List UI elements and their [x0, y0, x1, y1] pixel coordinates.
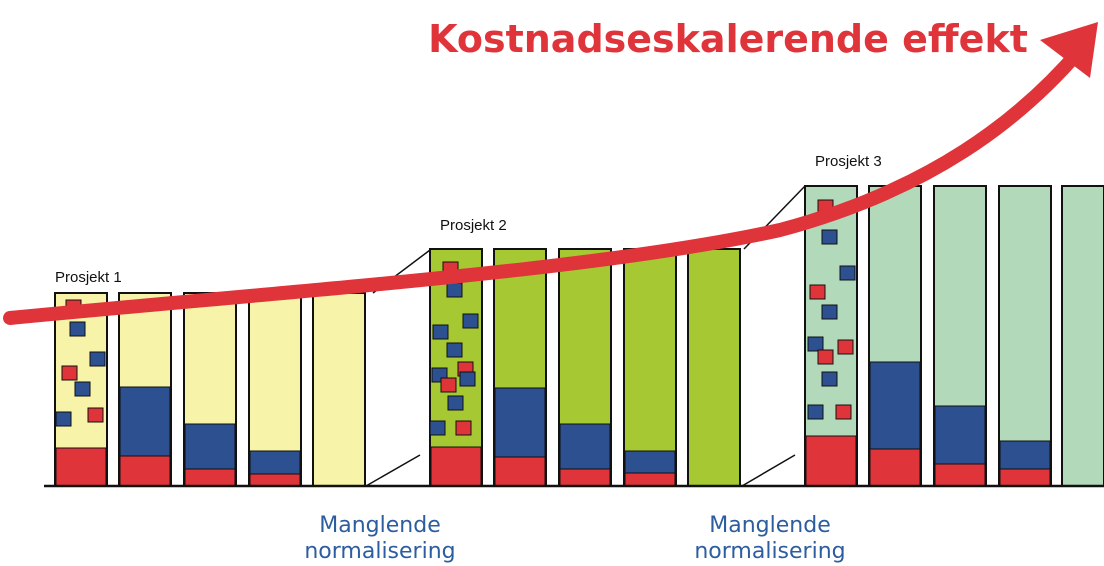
project-label: Prosjekt 2	[440, 217, 507, 234]
title: Kostnadseskalerende effekt	[428, 17, 1028, 61]
bar-segment	[999, 440, 1051, 470]
bar-segment	[934, 463, 986, 487]
square	[61, 365, 78, 381]
project-label: Prosjekt 1	[55, 269, 122, 286]
square	[55, 411, 72, 427]
note-line: normalisering	[304, 539, 455, 564]
bar	[687, 248, 741, 487]
bar-segment	[624, 472, 676, 487]
connector	[365, 454, 421, 487]
square	[821, 304, 838, 320]
bar-segment	[559, 468, 611, 487]
bar	[312, 292, 366, 487]
square	[429, 420, 446, 436]
bar-segment	[430, 446, 482, 487]
bar-segment	[249, 450, 301, 475]
square	[817, 349, 834, 365]
square	[837, 339, 854, 355]
bar-segment	[999, 468, 1051, 487]
bar-segment	[559, 423, 611, 470]
bar-segment	[934, 405, 986, 465]
bar-segment	[119, 455, 171, 487]
bar-segment	[624, 450, 676, 474]
square	[809, 284, 826, 300]
square	[455, 420, 472, 436]
bar-segment	[249, 473, 301, 487]
square	[459, 371, 476, 387]
square	[807, 404, 824, 420]
note-line: normalisering	[694, 539, 845, 564]
square	[807, 336, 824, 352]
square	[835, 404, 852, 420]
square	[69, 321, 86, 337]
bar-segment	[494, 456, 546, 487]
bar	[1061, 185, 1104, 487]
bar-segment	[119, 386, 171, 457]
square	[89, 351, 106, 367]
square	[87, 407, 104, 423]
project-label: Prosjekt 3	[815, 153, 882, 170]
square	[839, 265, 856, 281]
square	[821, 371, 838, 387]
square	[446, 342, 463, 358]
square	[462, 313, 479, 329]
note-line: Manglende	[319, 513, 440, 538]
bar	[998, 185, 1052, 487]
escalation-arrow	[3, 43, 1087, 325]
square	[446, 282, 463, 298]
bar-groups	[54, 185, 1104, 487]
bar-segment	[494, 387, 546, 458]
square	[821, 229, 838, 245]
note-line: Manglende	[709, 513, 830, 538]
square	[440, 377, 457, 393]
bar-segment	[805, 435, 857, 487]
arrow-head	[1040, 22, 1098, 78]
bar-segment	[869, 448, 921, 487]
bar-segment	[55, 447, 107, 487]
bar-segment	[184, 423, 236, 470]
bar-segment	[184, 468, 236, 487]
connector	[741, 454, 796, 487]
square	[74, 381, 91, 397]
square	[447, 395, 464, 411]
square	[432, 324, 449, 340]
bar-segment	[869, 361, 921, 450]
bar	[623, 248, 677, 487]
